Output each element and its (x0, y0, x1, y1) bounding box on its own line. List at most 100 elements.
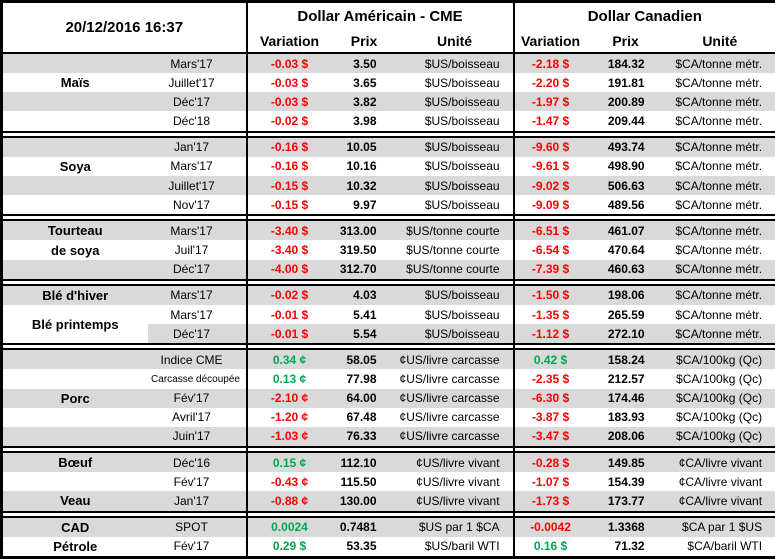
divider-cell (1, 214, 248, 222)
divider-row (1, 278, 775, 286)
us-unit-cell: ¢US/livre carcasse (396, 426, 515, 448)
section-soya: Jan'17 -0.16 $10.05 $US/boisseau -9.60 $493… (1, 136, 775, 216)
ca-price-cell: 498.90 (586, 156, 665, 176)
ca-price-cell: 460.63 (586, 259, 665, 280)
ca-variation-cell: -9.09 $ (513, 195, 587, 216)
commodity-cell: Bœuf (1, 452, 148, 473)
us-unit-cell: $US/boisseau (396, 195, 515, 216)
contract-cell: Carcasse découpée (147, 369, 248, 389)
us-price-cell: 130.00 (331, 491, 397, 512)
us-variation-cell: -3.40 $ (246, 220, 332, 241)
commodity-cell (1, 369, 148, 389)
divider-cell (246, 446, 515, 454)
us-price-cell: 9.97 (331, 195, 397, 216)
ca-price-cell: 1.3368 (586, 516, 665, 537)
us-unit-cell: $US/boisseau (396, 284, 515, 305)
ca-price-cell: 493.74 (586, 136, 665, 157)
us-price-cell: 67.48 (331, 407, 397, 427)
contract-cell: SPOT (147, 516, 248, 537)
us-variation-cell: 0.34 ¢ (246, 349, 332, 370)
ca-variation-header: Variation (520, 32, 581, 49)
contract-cell: Jan'17 (147, 136, 248, 157)
ca-variation-cell: -0.28 $ (513, 452, 587, 473)
divider-cell (1, 278, 248, 286)
ca-price-cell: 208.06 (586, 426, 665, 448)
table-row: de soya Juil'17 -3.40 $319.50 $US/tonne cou… (1, 240, 775, 260)
us-unit-cell: ¢US/livre vivant (396, 472, 515, 492)
us-variation-cell: -0.03 $ (246, 92, 332, 112)
divider-row (1, 446, 775, 454)
contract-cell: Fév'17 (147, 388, 248, 408)
us-variation-cell: -0.15 $ (246, 175, 332, 196)
divider-cell (513, 278, 775, 286)
ca-price-cell: 200.89 (586, 92, 665, 112)
commodity-cell: Tourteau (1, 220, 148, 241)
commodity-cell: Maïs (1, 73, 148, 93)
commodity-cell: Blé d'hiver (1, 284, 148, 305)
ca-price-cell: 212.57 (586, 369, 665, 389)
us-price-cell: 53.35 (331, 536, 397, 558)
table-row: Blé d'hiver Mars'17 -0.02 $4.03 $US/boissea… (1, 284, 775, 305)
us-price-cell: 3.65 (331, 73, 397, 93)
divider-row (1, 130, 775, 138)
us-price-cell: 112.10 (331, 452, 397, 473)
us-variation-cell: -0.03 $ (246, 73, 332, 93)
us-price-cell: 4.03 (331, 284, 397, 305)
us-unit-cell: $US/tonne courte (396, 220, 515, 241)
divider-cell (1, 343, 248, 351)
ca-price-cell: 198.06 (586, 284, 665, 305)
divider-cell (513, 510, 775, 518)
table-row: Déc'17 -0.03 $3.82 $US/boisseau -1.97 $200.… (1, 92, 775, 112)
us-unit-cell: $US/boisseau (396, 136, 515, 157)
divider-cell (513, 130, 775, 138)
us-variation-cell: -0.02 $ (246, 111, 332, 132)
ca-variation-cell: -3.87 $ (513, 407, 587, 427)
table-row: Carcasse découpée 0.13 ¢ 77.98 ¢US/livre ca… (1, 369, 775, 389)
contract-cell: Déc'17 (147, 324, 248, 345)
us-variation-cell: -0.03 $ (246, 53, 332, 74)
us-unit-cell: ¢US/livre carcasse (396, 388, 515, 408)
divider-row (1, 343, 775, 351)
ca-unit-cell: $CA/tonne métr. (664, 220, 775, 241)
contract-cell: Avril'17 (147, 407, 248, 427)
us-unit-cell: ¢US/livre carcasse (396, 407, 515, 427)
ca-price-cell: 158.24 (586, 349, 665, 370)
timestamp: 20/12/2016 16:37 (1, 1, 248, 53)
us-variation-cell: 0.29 $ (246, 536, 332, 558)
us-variation-cell: -0.16 $ (246, 136, 332, 157)
divider-cell (246, 130, 515, 138)
ca-variation-cell: -3.47 $ (513, 426, 587, 448)
us-price-cell: 115.50 (331, 472, 397, 492)
ca-unit-cell: $CA/tonne métr. (664, 284, 775, 305)
us-variation-header: Variation (259, 32, 320, 49)
us-block-title: Dollar Américain - CME (246, 1, 515, 29)
us-price-cell: 77.98 (331, 369, 397, 389)
commodity-cell: Soya (1, 156, 148, 176)
ca-price-cell: 489.56 (586, 195, 665, 216)
ca-price-cell: 184.32 (586, 53, 665, 74)
us-prix-header: Prix (350, 32, 378, 49)
us-variation-cell: 0.0024 (246, 516, 332, 537)
section-tourteau-de-soya: Tourteau Mars'17 -3.40 $313.00 $US/tonne co… (1, 220, 775, 280)
contract-cell: Fév'17 (147, 536, 248, 558)
ca-unit-cell: $CA/tonne métr. (664, 304, 775, 325)
us-price-cell: 3.82 (331, 92, 397, 112)
ca-variation-cell: -1.97 $ (513, 92, 587, 112)
ca-variation-cell: -1.73 $ (513, 491, 587, 512)
ca-variation-cell: -1.07 $ (513, 472, 587, 492)
table-row: Nov'17 -0.15 $9.97 $US/boisseau -9.09 $489.… (1, 195, 775, 216)
ca-variation-cell: -9.60 $ (513, 136, 587, 157)
table-row: Blé printemps Mars'17 -0.01 $5.41 $US/boiss… (1, 304, 775, 345)
ca-unit-cell: $CA/100kg (Qc) (664, 426, 775, 448)
us-price-cell: 58.05 (331, 349, 397, 370)
ca-unit-cell: $CA/baril WTI (664, 536, 775, 558)
contract-cell: Juin'17 (147, 426, 248, 448)
contract-cell: Déc'16 (147, 452, 248, 473)
us-variation-cell: -1.20 ¢ (246, 407, 332, 427)
table-row: Juillet'17 -0.15 $10.32 $US/boisseau -9.02 … (1, 175, 775, 196)
us-variation-cell: 0.13 ¢ (246, 369, 332, 389)
table-row: Bœuf Déc'16 0.15 ¢ 112.10 ¢US/livre vivant -0… (1, 452, 775, 473)
ca-price-cell: 174.46 (586, 388, 665, 408)
ca-price-cell: 209.44 (586, 111, 665, 132)
divider-row (1, 510, 775, 518)
